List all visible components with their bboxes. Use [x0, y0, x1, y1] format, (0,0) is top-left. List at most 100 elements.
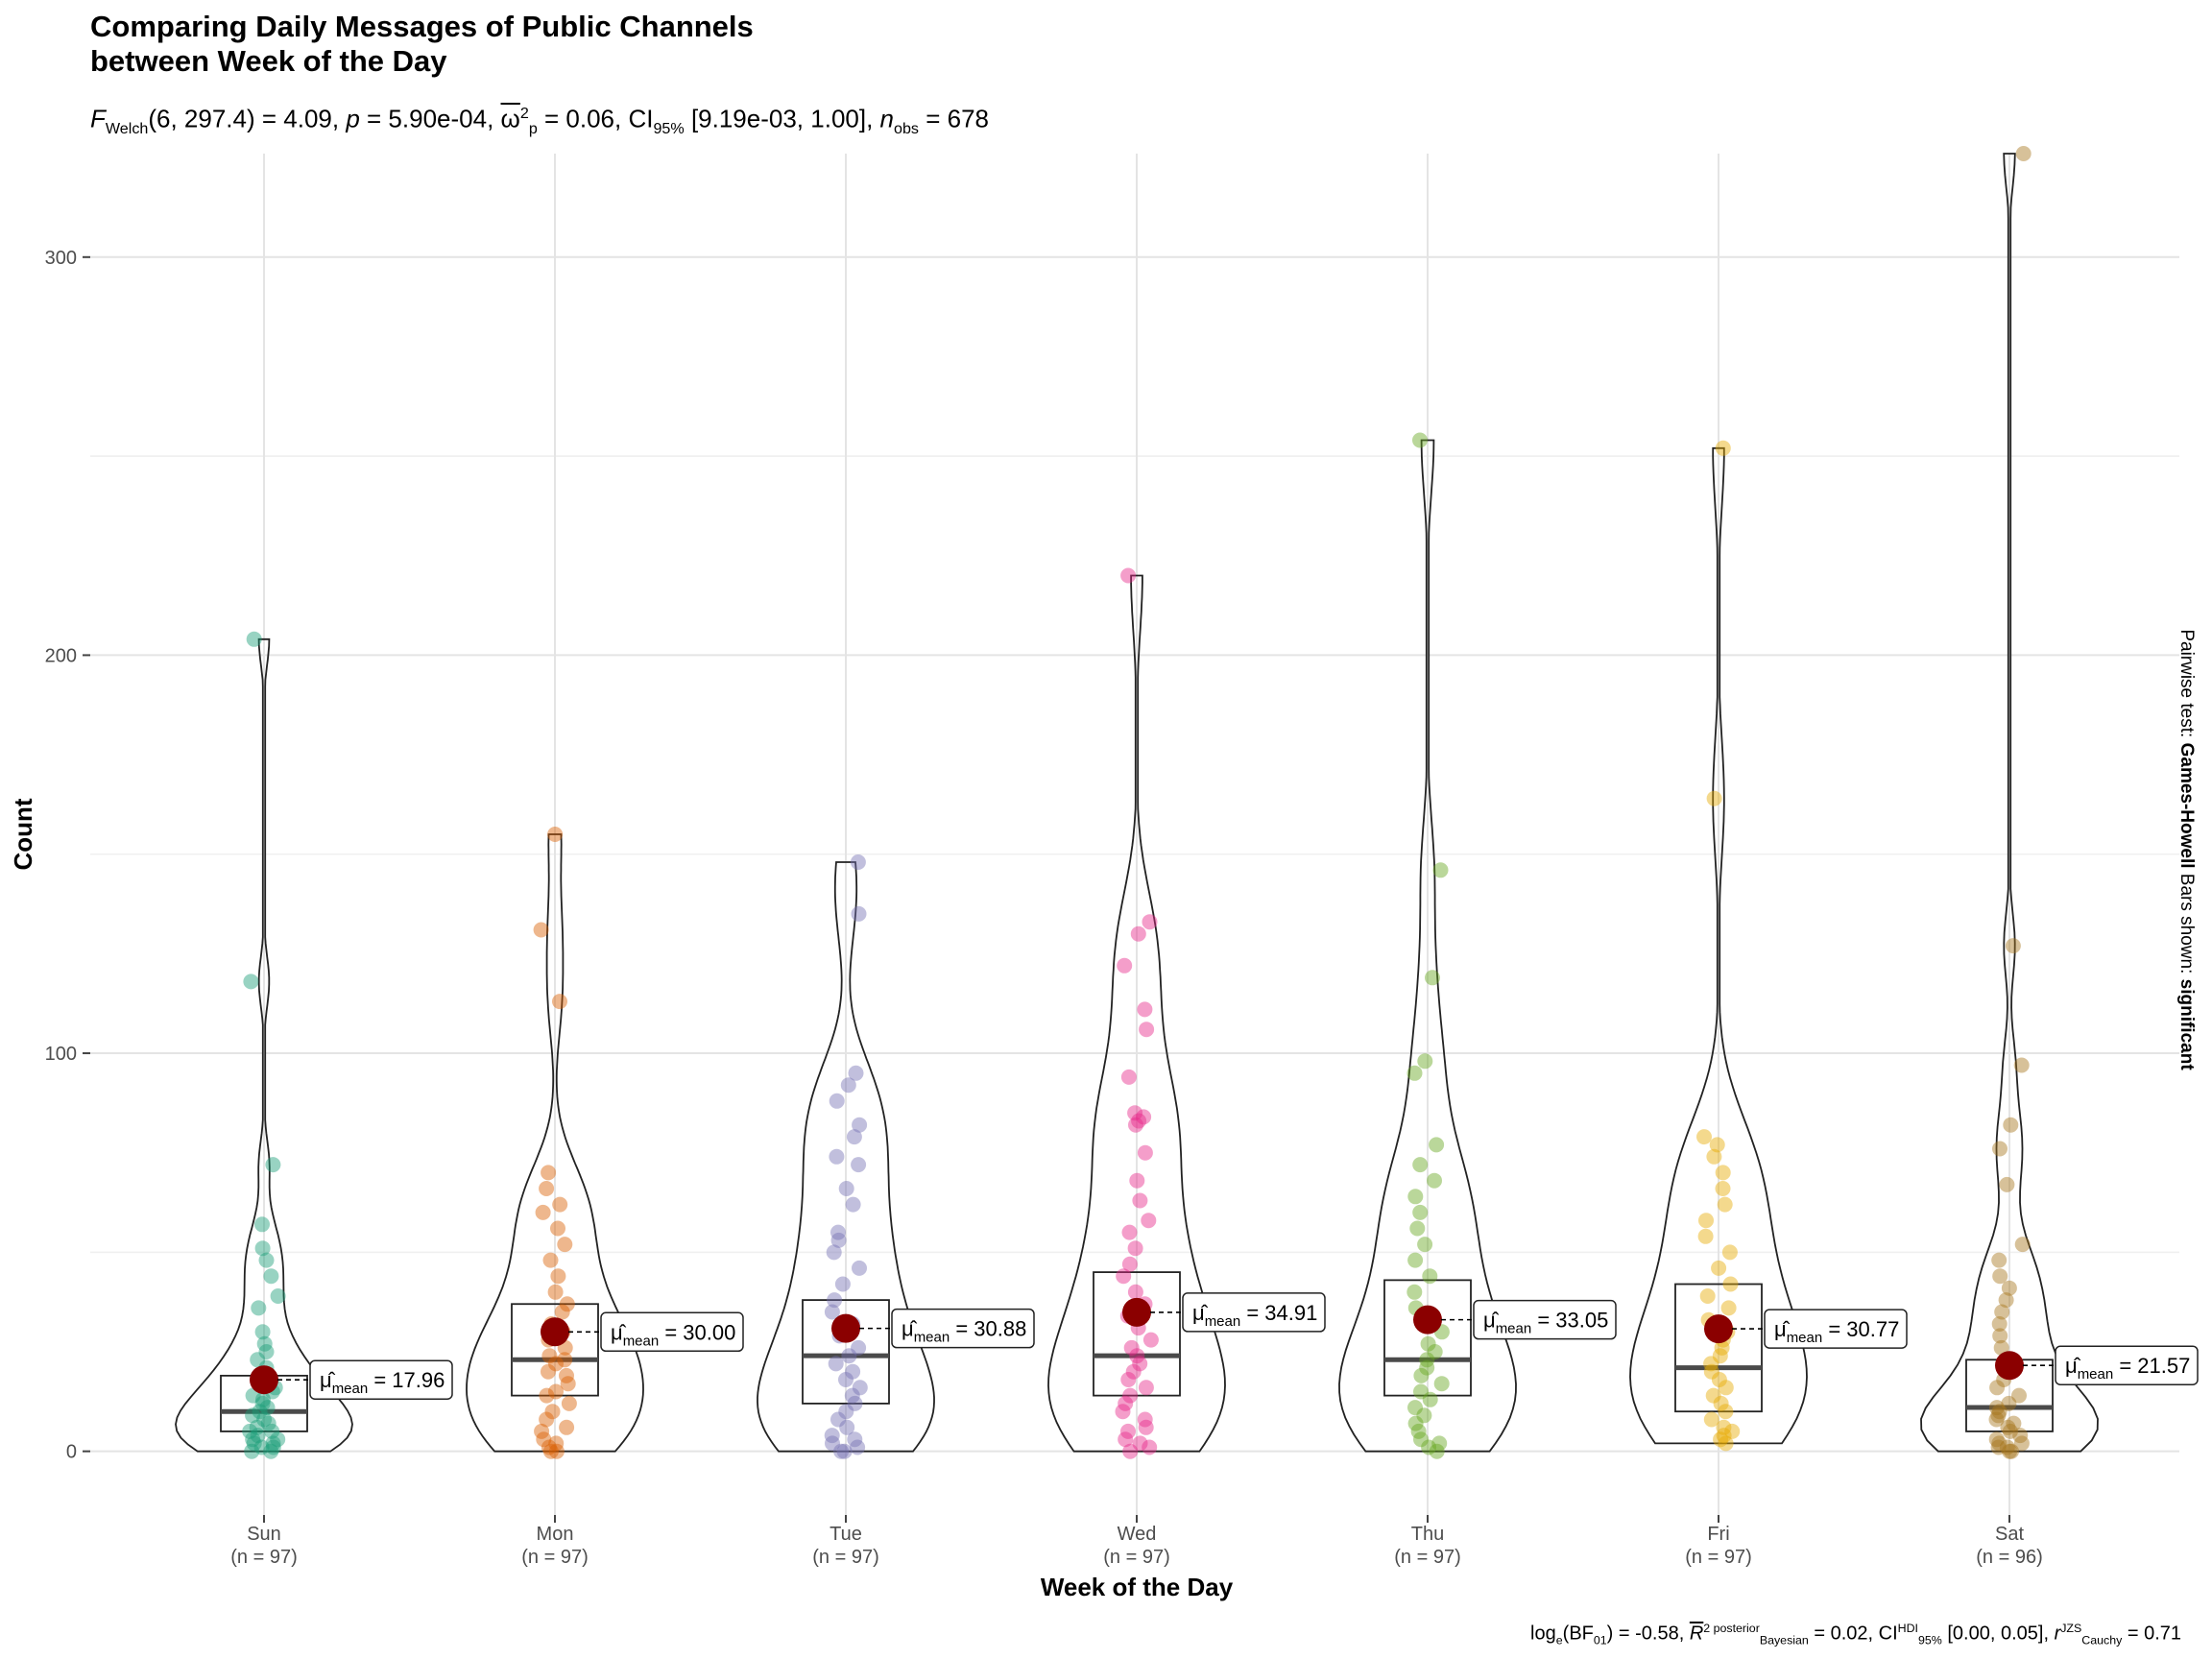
violin-thu — [1338, 439, 1517, 1453]
data-point-fri — [1703, 1411, 1719, 1428]
data-point-fri — [1721, 1244, 1738, 1261]
data-point-sat — [2011, 1387, 2027, 1404]
y-axis-title: Count — [9, 798, 37, 870]
data-point-fri — [1717, 1196, 1733, 1213]
chart-title-line-2: between Week of the Day — [90, 44, 447, 78]
data-point-thu — [1410, 1423, 1427, 1439]
data-point-sun — [252, 1404, 268, 1420]
data-point-sun — [250, 1352, 266, 1368]
data-point-fri — [1715, 1165, 1731, 1181]
mean-label-tue: μ̂mean = 30.88 — [902, 1317, 1026, 1346]
mean-dot-sun — [250, 1365, 278, 1395]
data-point-sat — [1988, 1431, 2005, 1448]
data-point-wed — [1139, 1022, 1155, 1038]
data-point-thu — [1412, 432, 1428, 448]
data-point-wed — [1127, 1105, 1143, 1121]
data-point-sun — [270, 1288, 286, 1304]
data-point-sat — [2002, 1443, 2018, 1459]
mean-label-mon: μ̂mean = 30.00 — [611, 1320, 735, 1349]
data-point-wed — [1141, 1213, 1157, 1229]
x-tick-n-wed: (n = 97) — [1103, 1547, 1169, 1568]
data-point-sun — [265, 1439, 281, 1455]
mean-dot-wed — [1122, 1297, 1151, 1327]
data-point-wed — [1129, 1348, 1145, 1364]
data-point-fri — [1722, 1276, 1739, 1292]
data-point-fri — [1716, 1428, 1732, 1444]
mu-symbol: μ̂ — [1483, 1309, 1500, 1333]
data-point-sun — [265, 1435, 281, 1452]
data-point-mon — [544, 1404, 561, 1420]
f-sub: Welch — [105, 119, 149, 137]
bf-prefix: log — [1530, 1623, 1556, 1645]
data-point-tue — [838, 1181, 854, 1196]
data-point-sat — [2001, 1395, 2017, 1411]
data-point-wed — [1142, 1439, 1158, 1455]
x-tick-label-tue: Tue — [830, 1524, 862, 1545]
data-point-thu — [1409, 1220, 1426, 1237]
r2-sub: Bayesian — [1759, 1633, 1809, 1647]
data-point-mon — [536, 1431, 552, 1448]
data-point-sun — [244, 1443, 260, 1459]
data-point-fri — [1711, 1260, 1727, 1276]
violin-mon — [466, 833, 644, 1453]
data-point-sun — [251, 1300, 267, 1316]
data-point-wed — [1123, 1339, 1140, 1356]
data-point-fri — [1703, 1363, 1719, 1380]
n-sub: obs — [894, 119, 919, 137]
data-point-fri — [1699, 1288, 1716, 1304]
mu-symbol: μ̂ — [902, 1317, 918, 1341]
data-point-sun — [264, 1423, 280, 1439]
data-point-thu — [1407, 1400, 1423, 1416]
data-point-fri — [1712, 1348, 1728, 1364]
x-tick-label-thu: Thu — [1411, 1524, 1444, 1545]
chart-title-line-1: Comparing Daily Messages of Public Chann… — [90, 10, 754, 43]
r-sup: JZS — [2060, 1622, 2082, 1635]
pairwise-shown: significant — [2176, 978, 2197, 1070]
mean-label-box-sat — [2055, 1345, 2199, 1385]
data-point-mon — [559, 1367, 574, 1383]
data-point-thu — [1421, 1439, 1437, 1455]
data-point-tue — [826, 1244, 842, 1261]
box-tue — [802, 1299, 890, 1405]
data-point-sat — [1991, 1435, 2008, 1452]
data-point-wed — [1132, 1192, 1148, 1209]
f-symbol: F — [90, 104, 106, 133]
data-point-fri — [1713, 1395, 1729, 1411]
data-point-wed — [1121, 1224, 1138, 1240]
omega-sup: 2 — [519, 105, 529, 122]
data-point-thu — [1422, 1391, 1438, 1407]
y-tick-label: 0 — [66, 1442, 77, 1463]
n-symbol: n — [879, 104, 894, 133]
data-point-mon — [554, 1304, 570, 1320]
data-point-mon — [548, 1383, 564, 1400]
data-point-wed — [1122, 1443, 1139, 1459]
data-point-thu — [1425, 970, 1440, 986]
data-point-thu — [1429, 1137, 1445, 1153]
data-point-tue — [848, 1065, 864, 1081]
data-point-sun — [242, 1423, 258, 1439]
mean-label-wed: μ̂mean = 34.91 — [1192, 1301, 1317, 1330]
mean-label-sat: μ̂mean = 21.57 — [2065, 1354, 2190, 1382]
data-point-sun — [246, 1435, 262, 1452]
data-point-wed — [1142, 914, 1158, 930]
data-point-sun — [253, 1439, 270, 1455]
r-symbol: r — [2054, 1623, 2061, 1645]
data-point-wed — [1137, 1001, 1153, 1018]
data-point-wed — [1120, 1423, 1136, 1439]
data-point-wed — [1130, 926, 1146, 942]
mean-dot-thu — [1413, 1305, 1442, 1334]
data-point-thu — [1429, 1443, 1445, 1459]
data-point-sun — [258, 1252, 275, 1268]
f-args: (6, 297.4) = 4.09, — [148, 104, 347, 133]
data-point-thu — [1427, 1172, 1442, 1189]
data-point-tue — [830, 1232, 847, 1248]
data-point-tue — [852, 1117, 868, 1133]
data-point-sat — [1999, 1176, 2015, 1192]
data-point-thu — [1433, 1376, 1450, 1392]
data-point-sat — [1988, 1400, 2005, 1416]
x-tick-label-wed: Wed — [1118, 1524, 1157, 1545]
data-point-wed — [1138, 1419, 1154, 1435]
pairwise-test-label: Pairwise test: Games-Howell Bars shown: … — [2175, 590, 2198, 1109]
data-point-sat — [2014, 1237, 2031, 1253]
data-point-mon — [550, 1220, 565, 1237]
